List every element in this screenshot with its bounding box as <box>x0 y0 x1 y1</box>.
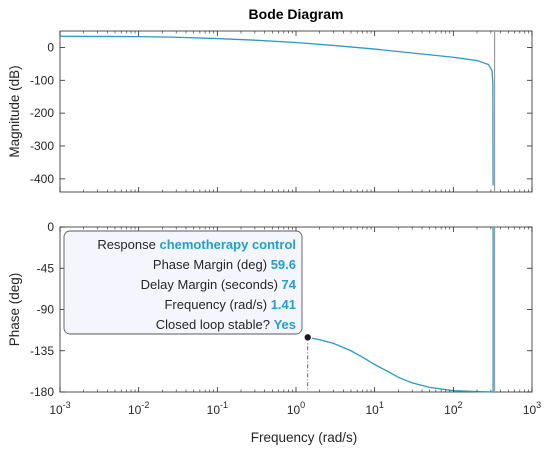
y-tick-label: 0 <box>47 220 54 234</box>
datatip-row: Closed loop stable? Yes <box>156 317 296 332</box>
datatip-row: Frequency (rad/s) 1.41 <box>164 297 296 312</box>
y-tick-label: -90 <box>37 303 55 317</box>
datatip-row: Delay Margin (seconds) 74 <box>141 277 297 292</box>
phase-margin-marker[interactable] <box>303 332 313 342</box>
x-tick-label: 100 <box>287 400 305 417</box>
y-tick-label: -300 <box>30 139 54 153</box>
datatip-label: Closed loop stable? <box>156 317 274 332</box>
datatip-label: Phase Margin (deg) <box>153 257 271 272</box>
magnitude-y-ticks: 0 -100 -200 -300 -400 <box>30 40 532 186</box>
x-tick-label: 10-2 <box>128 400 149 417</box>
magnitude-axes <box>59 30 533 193</box>
axes-frame <box>59 30 533 193</box>
datatip-row: Response chemotherapy control <box>97 237 296 252</box>
y-tick-label: -135 <box>30 344 54 358</box>
phase-y-ticks: 0 -45 -90 -135 -180 <box>30 220 532 399</box>
datatip-row: Phase Margin (deg) 59.6 <box>153 257 296 272</box>
phase-series-line <box>307 227 494 393</box>
y-tick-label: -100 <box>30 73 54 87</box>
phase-y-axis-label: Phase (deg) <box>7 273 22 347</box>
datatip-value: 74 <box>282 277 297 292</box>
magnitude-series-line <box>59 35 494 186</box>
x-axis-label: Frequency (rad/s) <box>251 430 358 445</box>
datatip-value: chemotherapy control <box>159 237 296 252</box>
y-tick-label: -180 <box>30 385 54 399</box>
magnitude-y-axis-label: Magnitude (dB) <box>7 65 22 157</box>
x-tick-label: 102 <box>444 400 462 417</box>
datatip-box[interactable]: Response chemotherapy control Phase Margi… <box>63 230 303 335</box>
x-tick-label: 103 <box>523 400 541 417</box>
y-tick-label: -400 <box>30 172 54 186</box>
datatip-value: 59.6 <box>271 257 296 272</box>
datatip-value: Yes <box>274 317 296 332</box>
datatip-background <box>63 230 303 335</box>
y-tick-label: -200 <box>30 106 54 120</box>
datatip-value: 1.41 <box>271 297 296 312</box>
x-tick-label: 101 <box>365 400 383 417</box>
chart-title: Bode Diagram <box>249 6 344 22</box>
frequency-x-ticks: 10-3 10-2 10-1 100 101 102 103 <box>49 31 541 417</box>
x-tick-label: 10-3 <box>49 400 70 417</box>
x-tick-label: 10-1 <box>207 400 228 417</box>
datatip-label: Frequency (rad/s) <box>164 297 270 312</box>
datatip-label: Delay Margin (seconds) <box>141 277 282 292</box>
y-tick-label: -45 <box>37 261 55 275</box>
y-tick-label: 0 <box>47 40 54 54</box>
datatip-label: Response <box>97 237 159 252</box>
